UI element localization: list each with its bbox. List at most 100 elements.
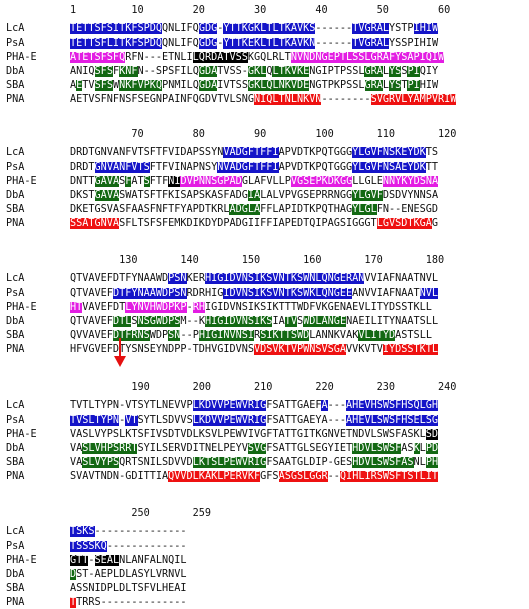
residue-run: QTVAVEF [70, 288, 113, 299]
highlighted-residue-run: SD [425, 429, 439, 440]
highlighted-residue-run: AHEVHSWSFHSQLGH [346, 400, 439, 411]
sequence-residues: ASSNIDPLDLTSFVLHEAI [70, 582, 187, 595]
highlighted-residue-run: K [413, 443, 420, 454]
sequence-residues: VASLVYPSQRTSNILSDVVDLKTSLPEWVRIGFSAATGLD… [70, 456, 439, 469]
sequence-name: LcA [6, 400, 25, 411]
sequence-residues: SSATGNVASFLTSFSFEMKDIKDYDPADGIIFFIAPEDTQ… [70, 217, 438, 230]
residue-run: S [401, 66, 408, 77]
residue-run: AETVSFNFNSFSEGNPAINFQGDVTVLSNG [70, 94, 255, 105]
highlighted-residue-run: LQRDATVSS [192, 52, 248, 63]
highlighted-residue-run: SLVYPS [82, 457, 120, 468]
residue-run: TT [425, 162, 439, 173]
residue-run: FN--ENESGD [376, 204, 439, 215]
highlighted-residue-run: Q [155, 80, 163, 91]
highlighted-residue-run: GDG [198, 23, 218, 34]
residue-run: PNMILQ [162, 80, 199, 91]
highlighted-residue-run: YTTKGKLTLTKAVKS [223, 23, 316, 34]
residue-run: KGQLRLT [247, 52, 291, 63]
highlighted-residue-run: IDVNSIKSVNTKSWKLQNGEE [223, 288, 353, 299]
residue-run: NGTPKPSSL [309, 80, 365, 91]
residue-run: QIY [419, 66, 439, 77]
highlighted-residue-run: WDLANGE [303, 316, 347, 327]
residue-run: --- [327, 400, 347, 411]
residue-run: NGIPTPSSL [309, 66, 365, 77]
highlighted-residue-run: GAVA [94, 176, 120, 187]
sequence-residues: DRDTGNVANFVTSFTFVIDAPSSYNVADGFTFFIAPVDTK… [70, 146, 438, 159]
residue-run: QNLIFQ [162, 23, 199, 34]
highlighted-residue-run: GKL [247, 66, 267, 77]
highlighted-residue-run: HIGIDVNSIKS [204, 316, 273, 327]
sequence-residues: TVTLTYPN-VTSYTLNEVVPLKDVVPEWVRIGFSATTGAE… [70, 399, 439, 412]
highlighted-residue-run: ADG [229, 204, 248, 215]
highlighted-residue-run: GRA [364, 80, 383, 91]
residue-run: TRRS-------------- [76, 597, 187, 608]
highlighted-residue-run: S [143, 176, 150, 187]
highlighted-residue-run: NVADGFTFFI [217, 162, 279, 173]
residue-run: TS [425, 147, 439, 158]
residue-run: KER [186, 273, 205, 284]
highlighted-residue-run: F [125, 176, 132, 187]
highlighted-residue-run: NI [168, 176, 181, 187]
sequence-residues: DKSTGAVASWATSFTFKISAPSKASFADGIALALVPVGSE… [70, 189, 438, 202]
residue-run: - [119, 415, 126, 426]
residue-run: SYTLSDVVS [137, 415, 193, 426]
sequence-name: PHA-E [6, 555, 37, 566]
sequence-name: PsA [6, 541, 25, 552]
residue-run: T [401, 80, 408, 91]
residue-run: - [88, 555, 95, 566]
sequence-name: PsA [6, 288, 25, 299]
sequence-name: DbA [6, 190, 25, 201]
highlighted-residue-run: SLVHPSRRT [82, 443, 138, 454]
residue-run: LLGLE [352, 176, 383, 187]
highlighted-residue-run: GTT [70, 555, 89, 566]
residue-run: FFLAPIDTKPQTHAG [260, 204, 353, 215]
residue-run: WDP [149, 330, 169, 341]
residue-run: L [419, 443, 426, 454]
residue-run: VA [70, 457, 83, 468]
highlighted-residue-run: DTFRNS [112, 330, 150, 341]
residue-run: HIW [419, 80, 439, 91]
highlighted-residue-run: LKTSLPEWVRIG [192, 457, 267, 468]
highlighted-residue-run: HDVLSWSF [352, 443, 402, 454]
residue-run: - [186, 302, 193, 313]
residue-run: --------------- [94, 526, 187, 537]
sequence-residues: VASLVHPSRRTSYILSERVDITNELPEYVSVGFSATTGLS… [70, 442, 439, 455]
residue-run: S [131, 316, 138, 327]
residue-run: IVTSS [217, 80, 248, 91]
sequence-residues: ANIQSFSFKNFN--SPSFILQGDATVSS-GKLQLTKVKEN… [70, 65, 438, 78]
sequence-name: SBA [6, 204, 25, 215]
residue-run: ------------- [106, 541, 187, 552]
residue-run: ST-AEPLDLASYLVRNVL [76, 569, 187, 580]
residue-run: NL [413, 457, 426, 468]
highlighted-residue-run: IA [247, 190, 261, 201]
sequence-name: SBA [6, 583, 25, 594]
residue-run: ------ [315, 23, 353, 34]
highlighted-residue-run: HT [70, 302, 83, 313]
highlighted-residue-run: TVGRAL [352, 23, 390, 34]
highlighted-residue-run: NVL [419, 288, 439, 299]
highlighted-residue-run: YLGVFNSAEYDK [352, 162, 426, 173]
highlighted-residue-run: SVGRVLYAMPVRIW [370, 94, 457, 105]
sequence-residues: HTVAVEFDTLYNVHWDPKP-RHIGIDVNSIKSIKTTTWDF… [70, 301, 432, 314]
sequence-residues: HFVGVEFDTYSNSEYNDPP-TDHVGIDVNSVDSVKTVPWN… [70, 343, 439, 356]
sequence-residues: VASLVYPSLKTSFIVSDTVDLKSVLPEWVIVGFTATTGIT… [70, 428, 439, 441]
sequence-name: PHA-E [6, 176, 37, 187]
highlighted-residue-run: YLGL [352, 204, 377, 215]
sequence-residues: SVAVTNDN-GDITTIAQVVDLKAKLPERVKFGFSASGSLG… [70, 470, 439, 483]
residue-run: ANIQ [70, 66, 95, 77]
residue-run: W [112, 80, 120, 91]
sequence-name: PNA [6, 597, 25, 608]
highlighted-residue-run: IYDSSTKTL [382, 344, 439, 355]
residue-run: NLANFALNQIL [119, 555, 187, 566]
highlighted-residue-run: TETTSFLITKFSPDQ [70, 38, 163, 49]
highlighted-residue-run: DVPNNSGPAD [180, 176, 242, 187]
sequence-residues: GTT-SEALNLANFALNQIL [70, 554, 187, 567]
sequence-residues: TSKS--------------- [70, 525, 187, 538]
position-ruler: 250 259 [70, 508, 212, 519]
highlighted-residue-run: SVG [247, 443, 267, 454]
position-ruler: 190 200 210 220 230 240 [70, 382, 457, 393]
highlighted-residue-run: VT [125, 415, 138, 426]
highlighted-residue-run: YS [389, 80, 402, 91]
residue-run: DNTT [70, 176, 95, 187]
residue-run: TVTLTYPN-VTSYTLNEVVP [70, 400, 193, 411]
